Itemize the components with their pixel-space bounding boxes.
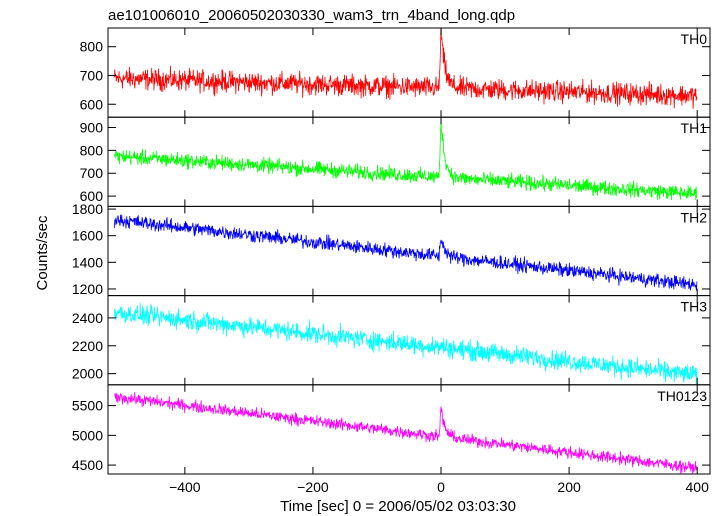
series-th0 <box>114 28 698 109</box>
panel-th0123: 4500 5000 5500 TH0123 <box>72 384 711 475</box>
panel-label: TH0 <box>681 31 708 47</box>
y-tick-label: 1800 <box>72 201 103 217</box>
y-tick-label: 600 <box>80 96 104 112</box>
y-tick-label: 700 <box>80 67 104 83</box>
y-tick-label: 900 <box>80 119 104 135</box>
series-th1 <box>114 118 697 200</box>
x-axis-label: Time [sec] 0 = 2006/05/02 03:03:30 <box>280 498 516 515</box>
x-tick-label: 0 <box>437 479 445 495</box>
y-tick-label: 5000 <box>72 427 103 443</box>
y-tick-label: 5500 <box>72 398 103 414</box>
panel-label: TH3 <box>681 299 708 315</box>
y-tick-label: 2200 <box>72 338 103 354</box>
chart-title: ae101006010_20060502030330_wam3_trn_4ban… <box>108 7 515 24</box>
panel-th3: 2000 2200 2400 TH3 <box>72 295 711 386</box>
panel-label: TH0123 <box>657 388 707 404</box>
y-tick-label: 2400 <box>72 310 103 326</box>
y-tick-label: 1400 <box>72 254 103 270</box>
y-tick-label: 1600 <box>72 228 103 244</box>
x-tick-label: 400 <box>686 479 710 495</box>
y-tick-label: 800 <box>80 142 104 158</box>
y-tick-label: 600 <box>80 188 104 204</box>
y-tick-label: 700 <box>80 165 104 181</box>
panel-frame <box>107 384 711 475</box>
x-tick-label: −200 <box>297 479 329 495</box>
series-th2 <box>114 214 698 292</box>
y-tick-label: 1200 <box>72 281 103 297</box>
y-tick-label: 4500 <box>72 457 103 473</box>
y-axis-label: Counts/sec <box>34 215 51 291</box>
series-th0123 <box>114 392 698 474</box>
panel-th0: 600 700 800 TH0 <box>80 27 711 118</box>
panel-label: TH1 <box>681 120 708 136</box>
y-tick-label: 800 <box>80 39 104 55</box>
panel-th2: 1200 1400 1600 1800 TH2 <box>72 201 711 297</box>
series-th3 <box>114 302 698 385</box>
x-tick-label: 200 <box>557 479 581 495</box>
x-axis: −400 −200 0 200 400 <box>169 479 709 495</box>
x-tick-label: −400 <box>169 479 201 495</box>
panel-th1: 600 700 800 900 TH1 <box>80 116 711 207</box>
panel-label: TH2 <box>681 209 708 225</box>
y-tick-label: 2000 <box>72 366 103 382</box>
